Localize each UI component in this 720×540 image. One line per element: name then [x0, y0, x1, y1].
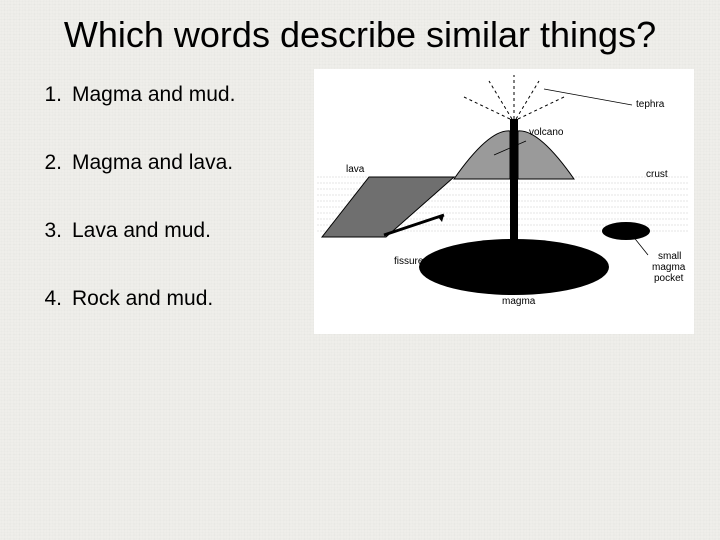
answer-options: 1. Magma and mud. 2. Magma and lava. 3. … [36, 83, 336, 311]
option-2: 2. Magma and lava. [36, 151, 336, 175]
slide-title: Which words describe similar things? [0, 0, 720, 65]
svg-text:pocket: pocket [654, 273, 684, 284]
svg-text:small: small [658, 251, 681, 262]
svg-text:tephra: tephra [636, 99, 665, 110]
option-number: 4. [36, 287, 62, 311]
volcano-diagram: tephravolcanolavacrustfissure flowmagmas… [314, 69, 694, 334]
option-text: Lava and mud. [72, 219, 211, 243]
option-number: 1. [36, 83, 62, 107]
option-number: 3. [36, 219, 62, 243]
svg-text:magma: magma [502, 296, 536, 307]
option-1: 1. Magma and mud. [36, 83, 336, 107]
option-text: Rock and mud. [72, 287, 213, 311]
svg-text:crust: crust [646, 169, 668, 180]
svg-text:magma: magma [652, 262, 686, 273]
content-area: 1. Magma and mud. 2. Magma and lava. 3. … [0, 65, 720, 311]
option-4: 4. Rock and mud. [36, 287, 336, 311]
svg-text:lava: lava [346, 164, 365, 175]
option-3: 3. Lava and mud. [36, 219, 336, 243]
option-number: 2. [36, 151, 62, 175]
svg-text:fissure flow: fissure flow [394, 256, 445, 267]
svg-text:volcano: volcano [529, 127, 564, 138]
option-text: Magma and lava. [72, 151, 233, 175]
option-text: Magma and mud. [72, 83, 235, 107]
